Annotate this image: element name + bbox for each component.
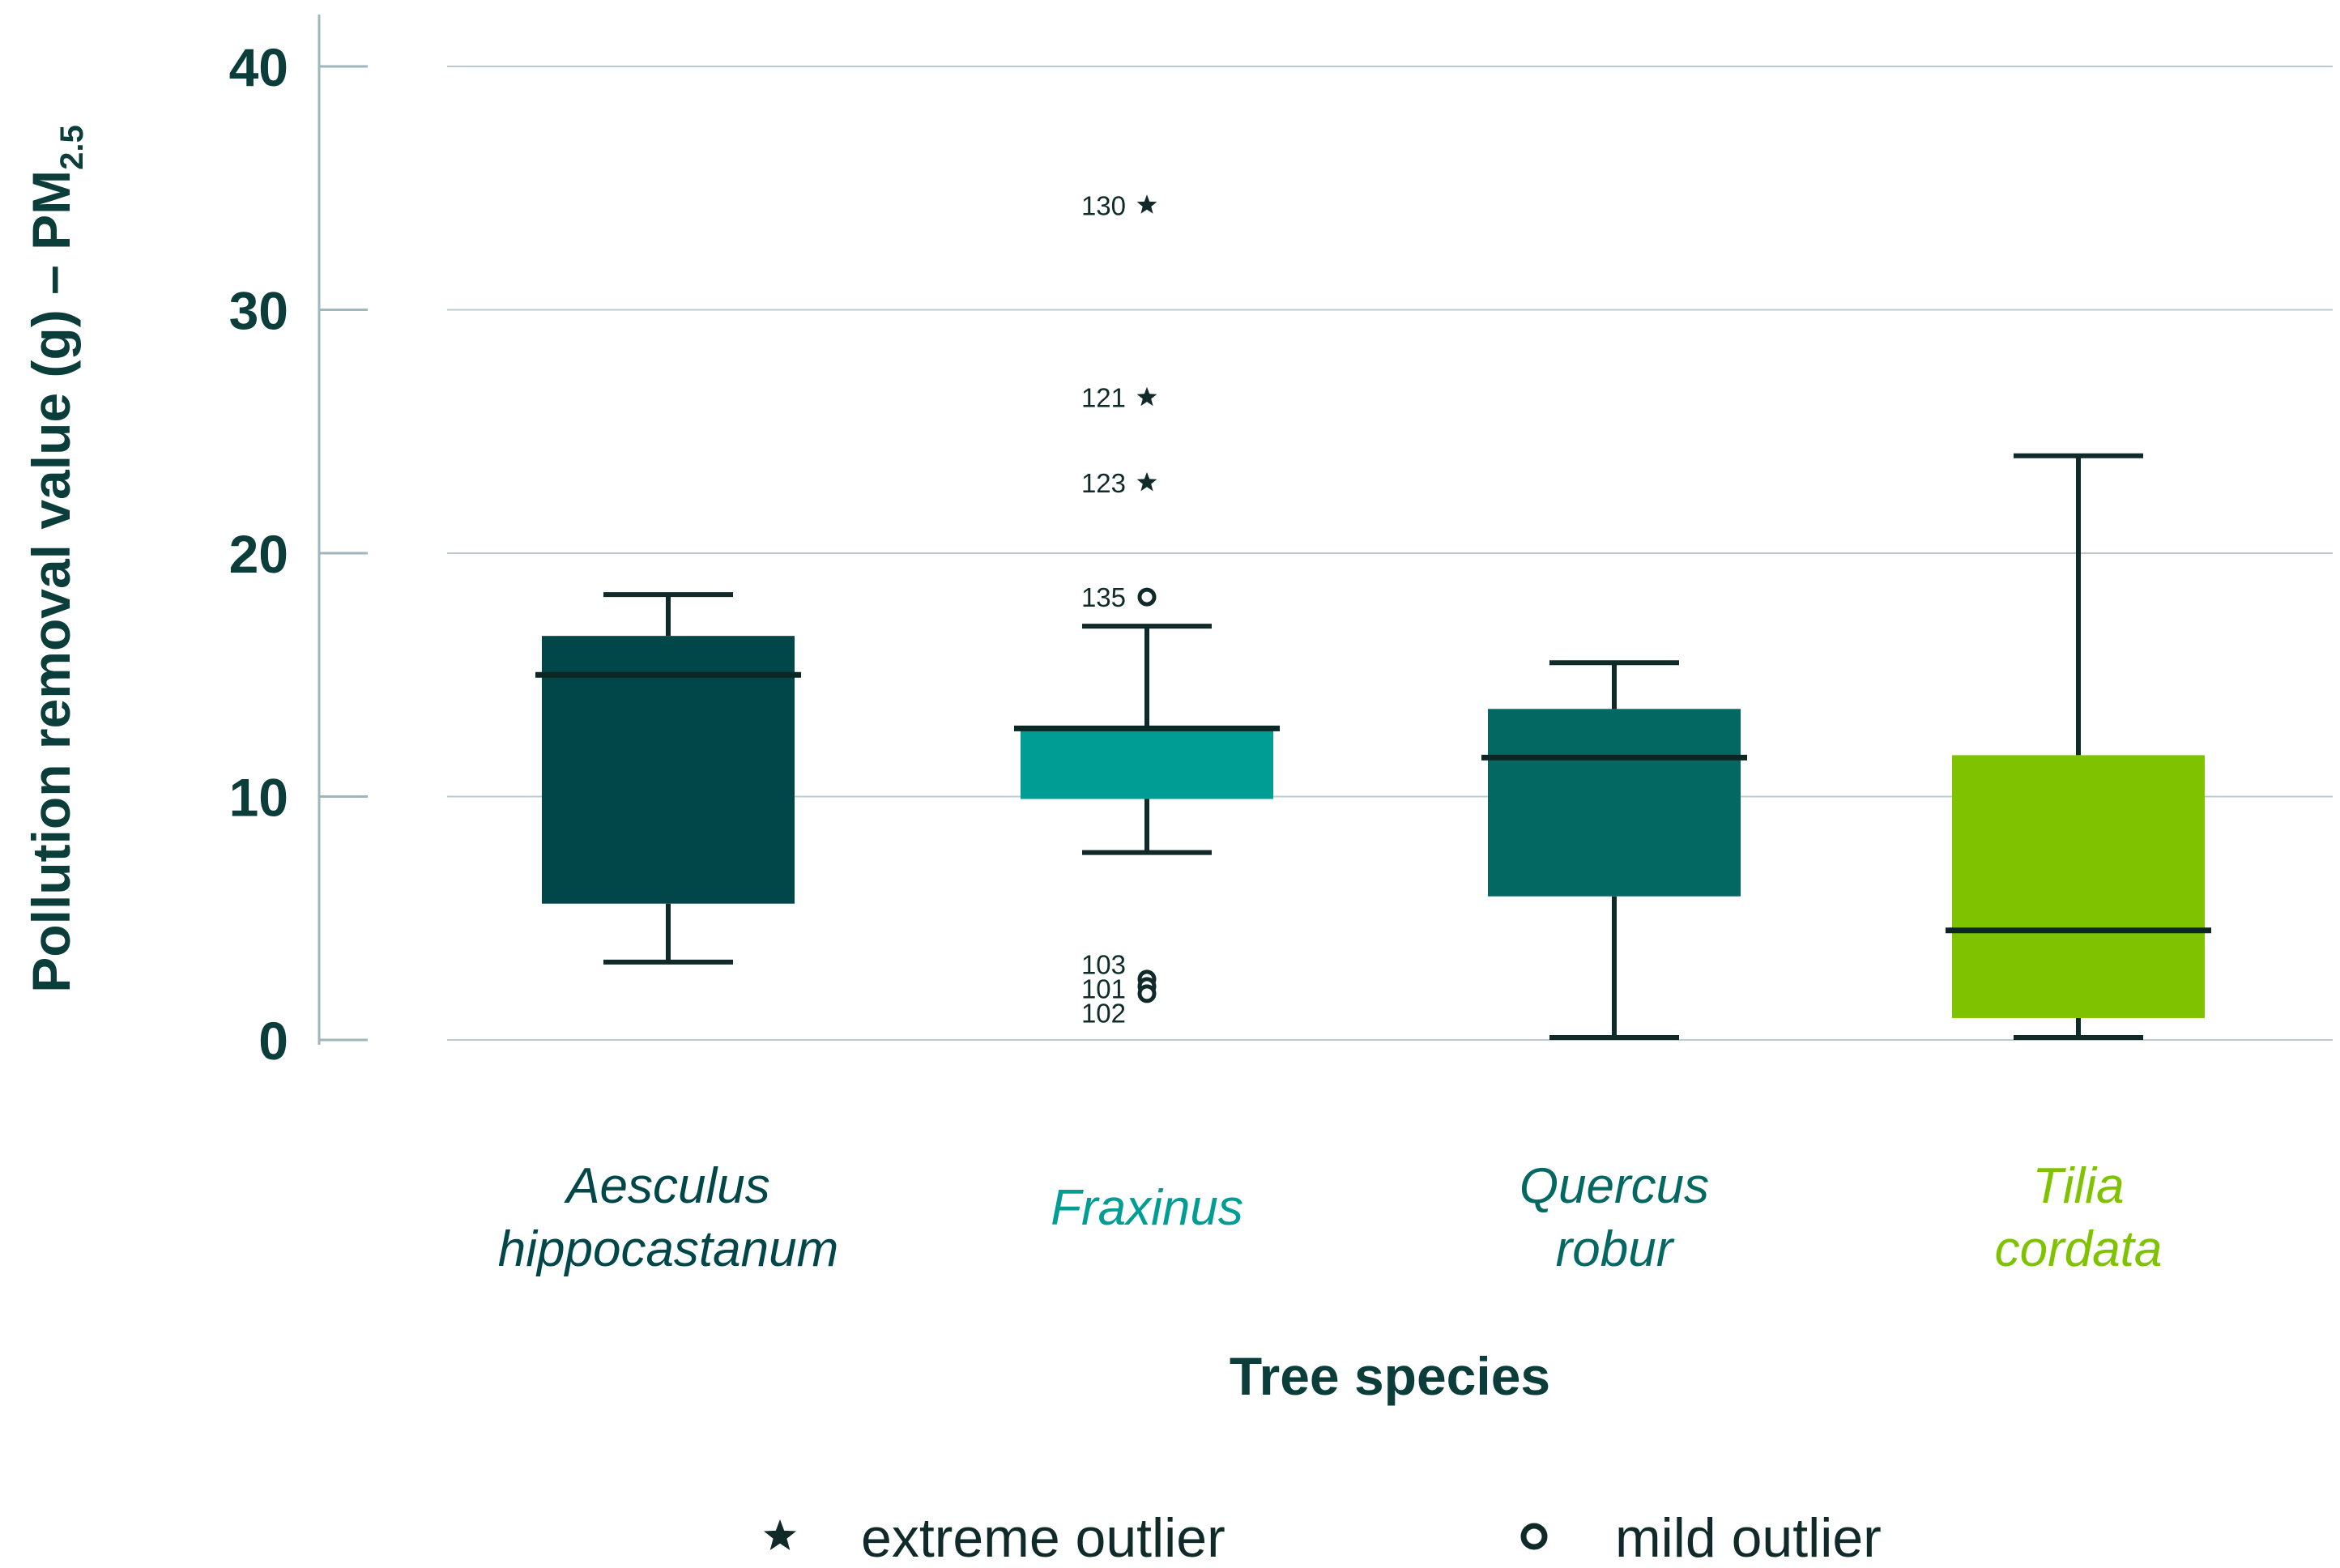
iqr-box	[1952, 755, 2205, 1018]
y-tick-label: 10	[229, 768, 288, 828]
x-axis-title: Tree species	[1230, 1346, 1550, 1406]
outlier-id-label: 135	[1081, 582, 1126, 612]
y-axis-title-subscript: 2.5	[54, 125, 90, 170]
legend-label: mild outlier	[1615, 1507, 1882, 1564]
extreme-outlier-marker	[1136, 471, 1157, 492]
y-tick-label: 30	[229, 281, 288, 341]
category-label: Aesculus	[563, 1158, 770, 1214]
category-labels: Aesculus hippocastanum Fraxinus Quercus robu…	[498, 1158, 2163, 1277]
y-tick-label: 40	[229, 37, 288, 97]
category-label: Fraxinus	[1051, 1180, 1243, 1236]
outlier-id-label: 101	[1081, 974, 1126, 1004]
category-label: Quercus	[1520, 1158, 1709, 1214]
y-axis: 0 10 20 30 40	[229, 15, 368, 1071]
mild-outlier-marker	[1137, 587, 1157, 607]
y-tick-label: 20	[229, 524, 288, 584]
category-label: hippocastanum	[498, 1221, 839, 1277]
extreme-outlier-marker	[1136, 386, 1157, 407]
outlier-id-label: 103	[1081, 950, 1126, 980]
outlier-id-label: 102	[1081, 999, 1126, 1029]
category-label: Tilia	[2032, 1158, 2124, 1214]
category-label: cordata	[1995, 1221, 2163, 1277]
iqr-box	[1488, 709, 1741, 897]
legend-item: extreme outlier	[764, 1507, 1225, 1568]
axis-titles: Tree species Pollution removal value (g) …	[21, 125, 1550, 1406]
y-tick-label: 0	[258, 1011, 288, 1071]
category-label: robur	[1556, 1221, 1675, 1277]
legend-circle-icon	[1520, 1523, 1548, 1550]
outlier-id-label: 123	[1081, 468, 1126, 498]
y-axis-title: Pollution removal value (g) – PM2.5	[21, 125, 90, 992]
iqr-box	[1021, 728, 1273, 799]
mild-outlier-marker	[1137, 984, 1157, 1003]
outlier-id-label: 130	[1081, 190, 1126, 220]
box-group	[535, 592, 801, 965]
legend-item: mild outlier	[1520, 1507, 1882, 1568]
y-axis-title-main: Pollution removal value (g) – PM	[21, 170, 81, 993]
legend-label: extreme outlier	[861, 1507, 1225, 1564]
box-group	[1946, 453, 2211, 1040]
iqr-box	[542, 636, 795, 904]
extreme-outlier-marker	[1136, 194, 1157, 214]
legend: extreme outlier mild outlier	[764, 1507, 1882, 1568]
box-group	[1481, 660, 1747, 1040]
legend-star-icon	[764, 1519, 796, 1550]
outlier-id-label: 121	[1081, 383, 1126, 413]
